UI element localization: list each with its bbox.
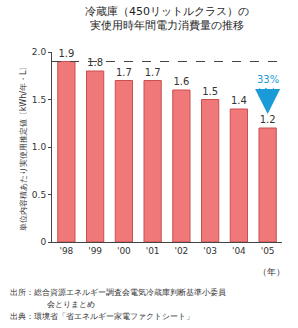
svg-text:冷蔵庫（450リットルクラス）の実使用時年間電力消費量の推移: 冷蔵庫（450リットルクラス）の実使用時年間電力消費量の推移 (85, 5, 249, 32)
svg-text:（年）: （年） (258, 267, 285, 277)
svg-text:1.6: 1.6 (173, 76, 189, 87)
svg-text:'99: '99 (88, 246, 102, 256)
svg-text:出典：環境省「省エネルギー家電ファクトシート」: 出典：環境省「省エネルギー家電ファクトシート」 (10, 312, 194, 321)
svg-text:'05: '05 (261, 246, 275, 256)
svg-text:1.2: 1.2 (260, 114, 276, 125)
svg-text:会とりまとめ: 会とりまとめ (47, 300, 95, 309)
svg-text:'01: '01 (146, 246, 160, 256)
svg-text:単位内容積あたり実使用推定値〔kWh/年・L〕: 単位内容積あたり実使用推定値〔kWh/年・L〕 (19, 63, 28, 232)
svg-text:'02: '02 (174, 246, 188, 256)
svg-text:1.5: 1.5 (202, 86, 218, 97)
svg-text:出所：総合資源エネルギー調査会電気冷蔵庫判断基準小委員: 出所：総合資源エネルギー調査会電気冷蔵庫判断基準小委員 (10, 288, 226, 297)
svg-text:1.7: 1.7 (116, 67, 132, 78)
svg-text:2.0: 2.0 (32, 47, 47, 57)
svg-text:0: 0 (40, 237, 46, 247)
svg-text:1.0: 1.0 (32, 142, 47, 152)
svg-text:33%減少: 33%減少 (257, 74, 279, 98)
svg-text:'00: '00 (117, 246, 131, 256)
svg-text:1.4: 1.4 (231, 95, 247, 106)
svg-text:1.8: 1.8 (87, 57, 103, 68)
svg-text:'04: '04 (232, 246, 246, 256)
svg-text:1.9: 1.9 (58, 48, 74, 59)
svg-text:'98: '98 (59, 246, 73, 256)
svg-text:1.7: 1.7 (145, 67, 161, 78)
svg-text:'03: '03 (203, 246, 217, 256)
svg-text:0.5: 0.5 (32, 190, 46, 200)
svg-text:1.5: 1.5 (32, 95, 46, 105)
